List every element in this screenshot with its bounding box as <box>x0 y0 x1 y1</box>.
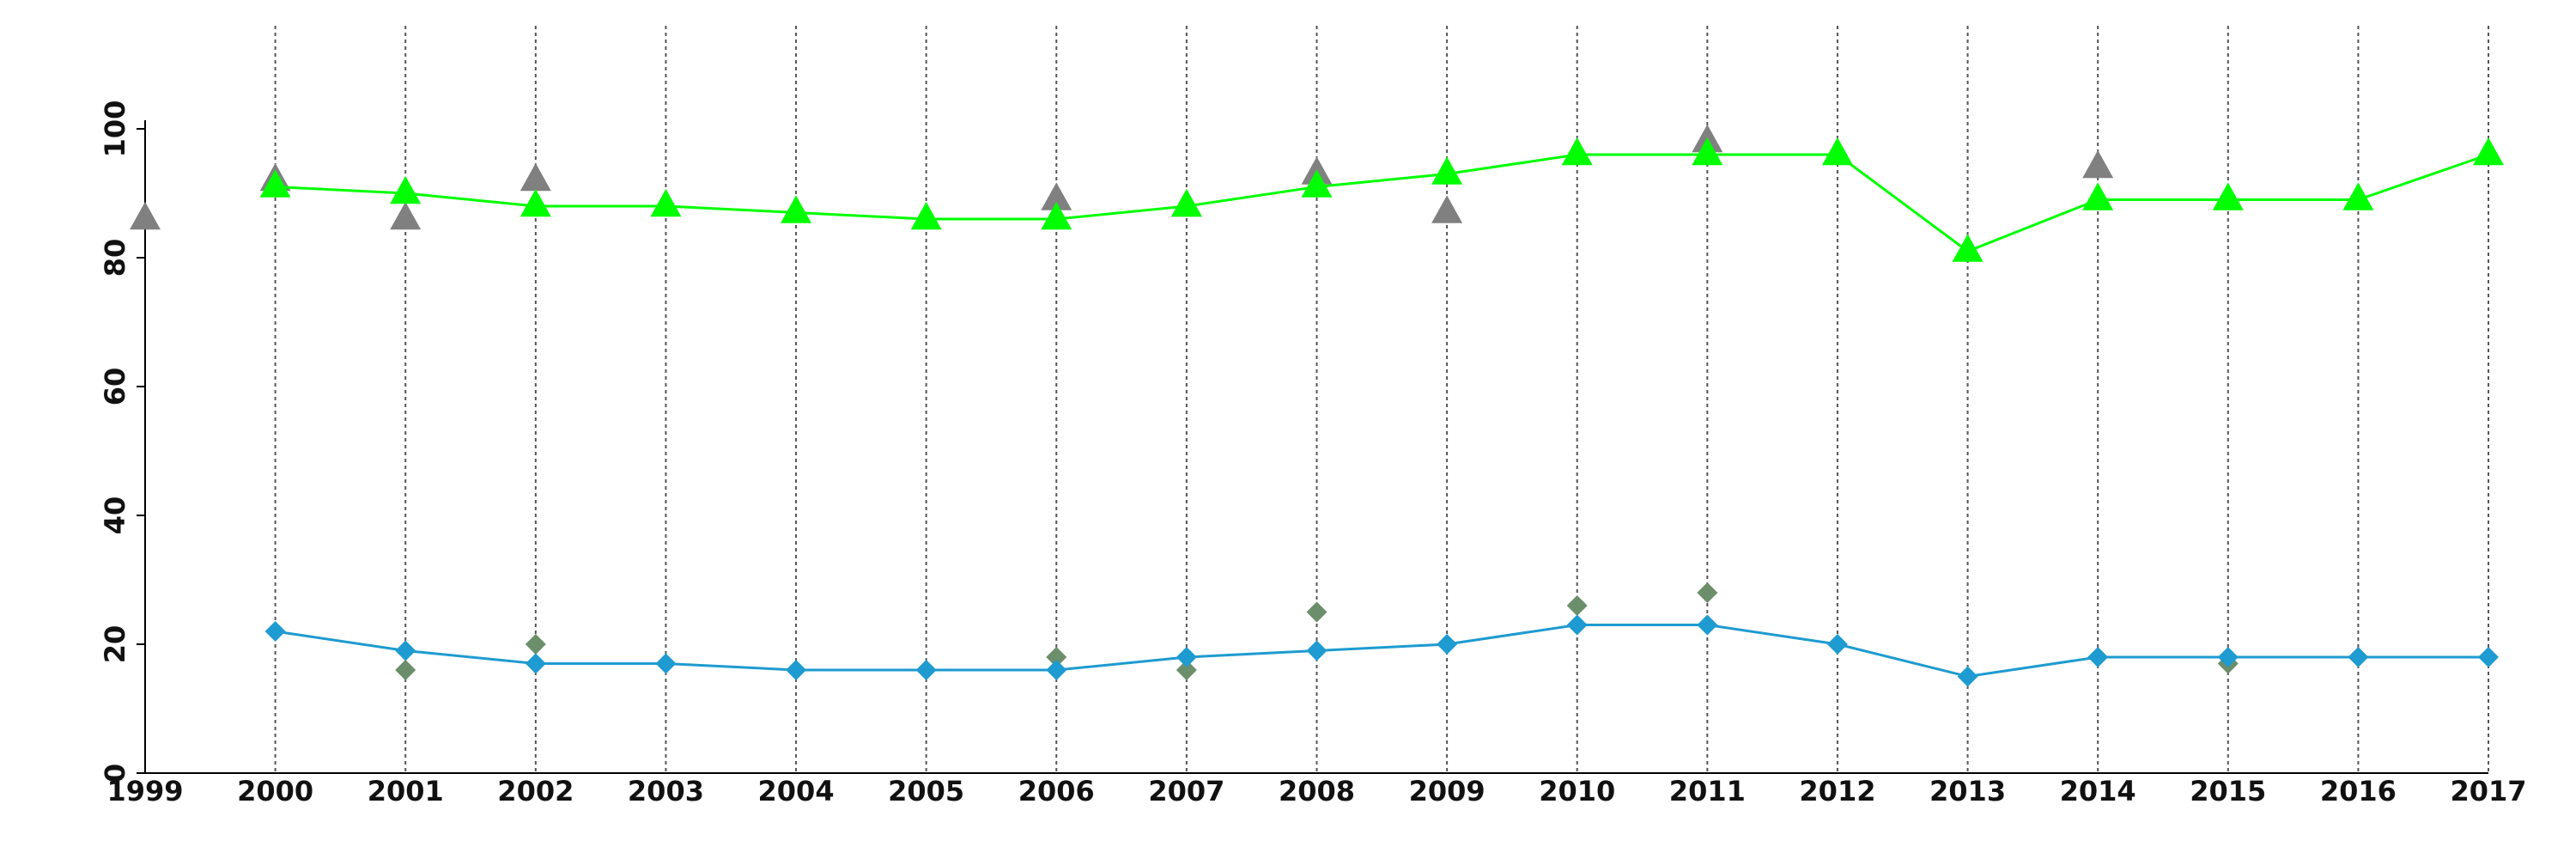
y-tick-label: 20 <box>99 625 131 664</box>
x-tick-label: 2011 <box>1669 775 1746 807</box>
series-line <box>275 153 2489 253</box>
data-point <box>2342 182 2374 210</box>
data-point <box>1301 169 1333 198</box>
x-tick-label: 2015 <box>2190 775 2266 807</box>
data-point <box>1561 137 1593 166</box>
series-layer <box>130 124 2504 687</box>
data-point <box>915 660 937 680</box>
y-tick-label: 100 <box>99 101 131 158</box>
data-point <box>650 188 682 217</box>
x-tick-label: 2007 <box>1148 775 1224 807</box>
data-point <box>2348 647 2369 667</box>
x-tick-label: 2009 <box>1409 775 1485 807</box>
data-point <box>390 201 422 230</box>
data-point <box>1566 595 1588 616</box>
data-point <box>1176 647 1197 667</box>
data-point <box>2082 182 2114 210</box>
data-point <box>2212 182 2244 210</box>
axes-layer <box>137 120 2488 774</box>
data-point <box>395 660 416 680</box>
x-tick-label: 2010 <box>1539 775 1615 807</box>
data-point <box>264 621 286 642</box>
data-point <box>525 634 546 655</box>
x-tick-label: 2000 <box>237 775 313 807</box>
data-point <box>655 653 677 674</box>
data-point <box>910 201 942 230</box>
data-point <box>1957 666 1978 687</box>
data-point <box>1697 614 1718 636</box>
data-point <box>2473 137 2504 166</box>
y-tick-label: 40 <box>99 497 131 535</box>
data-point <box>259 169 291 198</box>
data-point <box>1431 156 1463 185</box>
x-tick-label: 2013 <box>1929 775 2006 807</box>
series-line <box>275 624 2488 679</box>
data-point <box>395 640 416 661</box>
data-point <box>1046 647 1067 667</box>
y-tick-label: 80 <box>99 239 131 277</box>
data-point <box>1306 601 1327 623</box>
data-point <box>1826 634 1848 655</box>
x-tick-label: 2008 <box>1279 775 1355 807</box>
x-tick-label: 2016 <box>2320 775 2397 807</box>
data-point <box>130 201 161 230</box>
series-3 <box>264 614 2499 687</box>
data-point <box>786 660 807 680</box>
data-point <box>525 653 546 674</box>
data-point <box>1952 234 1984 262</box>
data-point <box>1437 634 1458 655</box>
data-point <box>1431 195 1463 223</box>
data-point <box>1697 582 1718 603</box>
data-point <box>1041 201 1072 230</box>
y-tick-label: 0 <box>99 764 131 783</box>
data-point <box>519 188 551 217</box>
x-tick-label: 2002 <box>497 775 574 807</box>
data-point <box>2087 647 2109 667</box>
series-1 <box>259 137 2504 262</box>
x-tick-label: 1999 <box>106 775 183 807</box>
data-point <box>1046 660 1067 680</box>
data-point <box>1306 640 1327 661</box>
data-point <box>1692 137 1723 166</box>
data-point <box>1566 614 1588 636</box>
data-point <box>2478 647 2499 667</box>
data-point <box>2217 647 2239 667</box>
data-point <box>390 175 422 204</box>
data-point <box>2082 149 2114 179</box>
data-point <box>1041 182 1072 210</box>
data-point <box>1170 188 1202 217</box>
x-tick-label: 2001 <box>368 775 444 807</box>
data-point <box>519 162 551 192</box>
x-tick-label: 2005 <box>888 775 964 807</box>
labels-layer: 0 20 40 60 80 100 1999 2000 2001 2002 2003 2004 2005… <box>99 101 2527 807</box>
data-point <box>781 195 812 223</box>
grid-layer <box>274 26 2489 773</box>
x-tick-label: 2014 <box>2060 775 2136 807</box>
data-point <box>1176 660 1197 680</box>
x-tick-label: 2003 <box>628 775 704 807</box>
y-tick-label: 60 <box>99 368 131 406</box>
x-tick-label: 2012 <box>1799 775 1875 807</box>
x-tick-label: 2006 <box>1018 775 1095 807</box>
x-tick-label: 2004 <box>758 775 835 807</box>
data-point <box>1821 137 1853 166</box>
x-tick-label: 2017 <box>2450 775 2526 807</box>
